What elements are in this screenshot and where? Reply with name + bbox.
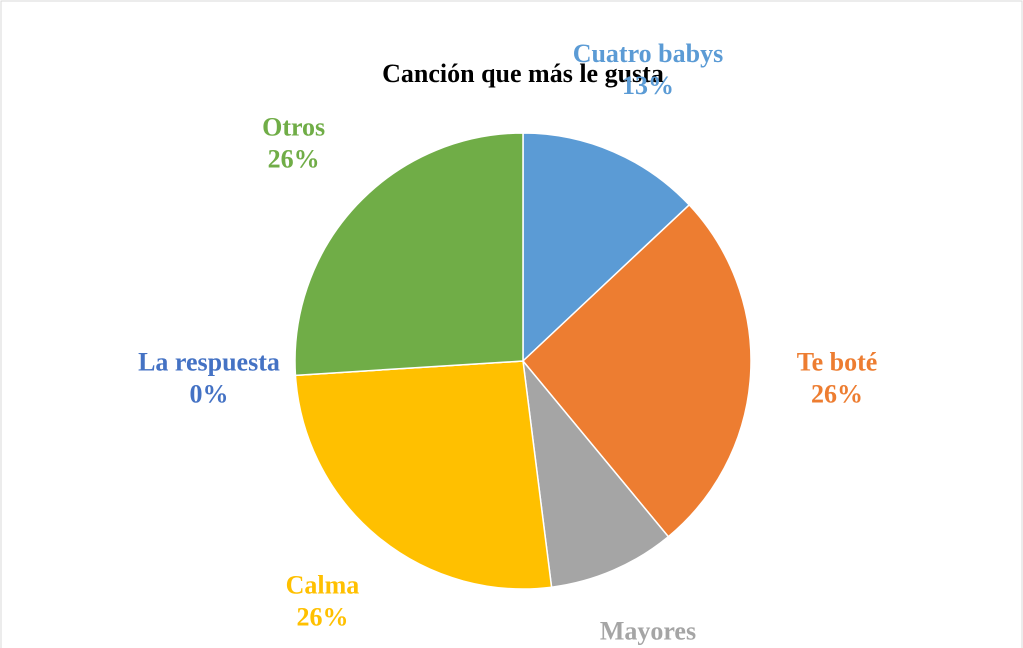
chart-title: Canción que más le gusta (382, 59, 664, 88)
pie-slice (521, 358, 670, 589)
slice-value-label: 0% (189, 380, 228, 409)
slice-label: Te boté (797, 348, 878, 377)
slice-value-label: 26% (268, 145, 320, 174)
slice-value-label: 26% (296, 602, 348, 631)
slice-label: La respuesta (138, 348, 280, 377)
slice-value-label: 13% (622, 71, 674, 100)
slice-label: Otros (262, 113, 325, 142)
pie-slice (521, 203, 752, 538)
slice-label: Mayores (600, 617, 696, 646)
slice-label: Cuatro babys (573, 39, 724, 68)
pie-slice (522, 132, 691, 363)
slice-label: Calma (286, 570, 360, 599)
slice-value-label: 26% (811, 380, 863, 409)
pie-slice (294, 132, 524, 377)
pie-slice (294, 360, 553, 590)
